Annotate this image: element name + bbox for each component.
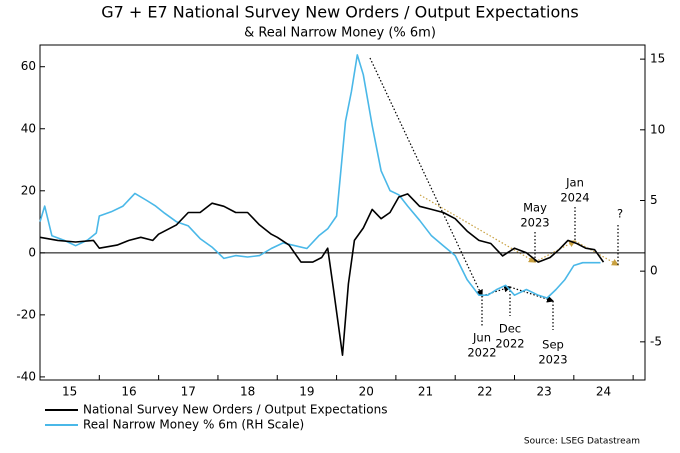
y2-tick-label: 0	[650, 264, 658, 278]
plot-frame	[39, 44, 646, 381]
series-line	[39, 54, 601, 299]
y-tick-label: 40	[21, 121, 36, 135]
x-tick-label: 24	[596, 385, 611, 399]
trend-arrow	[369, 57, 483, 298]
annotation: Dec	[499, 322, 521, 336]
y-tick-label: 20	[21, 183, 36, 197]
y-tick-label: 0	[28, 245, 36, 259]
x-tick-label: 23	[537, 385, 552, 399]
legend-label: National Survey New Orders / Output Expe…	[83, 403, 387, 417]
annotation-pointer	[481, 207, 619, 330]
x-tick-label: 19	[299, 385, 314, 399]
annotation: ?	[617, 207, 623, 221]
source-note: Source: LSEG Datastream	[524, 437, 640, 447]
annotation: Jan	[565, 176, 584, 190]
trend-arrow	[509, 286, 555, 303]
y2-tick-label: 5	[650, 193, 658, 207]
annotation: 2023	[538, 353, 567, 367]
annotation: 2022	[467, 346, 496, 360]
x-tick-label: 21	[418, 385, 433, 399]
y2-tick-label: 10	[650, 122, 665, 136]
chart-subtitle: & Real Narrow Money (% 6m)	[244, 26, 436, 41]
chart-title: G7 + E7 National Survey New Orders / Out…	[101, 3, 578, 22]
y2-tick-label: -5	[650, 334, 662, 348]
guides	[369, 57, 620, 330]
series-line	[39, 193, 605, 356]
annotation: May	[523, 201, 547, 215]
x-tick-label: 18	[240, 385, 255, 399]
y-tick-label: 60	[21, 59, 36, 73]
trend-arrow	[534, 240, 577, 263]
y2-tick-label: 15	[650, 52, 665, 66]
x-tick-label: 20	[359, 385, 374, 399]
trend-arrow	[419, 194, 537, 263]
x-tick-label: 15	[62, 385, 77, 399]
y-tick-label: -20	[16, 307, 36, 321]
x-tick-label: 22	[477, 385, 492, 399]
annotation: 2022	[495, 337, 524, 351]
annotation: 2024	[560, 191, 589, 205]
x-tick-label: 16	[121, 385, 136, 399]
y-tick-label: -40	[16, 369, 36, 383]
annotation: Sep	[542, 338, 564, 352]
annotation: 2023	[520, 216, 549, 230]
annotation: Jun	[472, 331, 491, 345]
legend-label: Real Narrow Money % 6m (RH Scale)	[83, 418, 304, 432]
legend: National Survey New Orders / Output Expe…	[45, 403, 387, 432]
x-tick-label: 17	[181, 385, 196, 399]
